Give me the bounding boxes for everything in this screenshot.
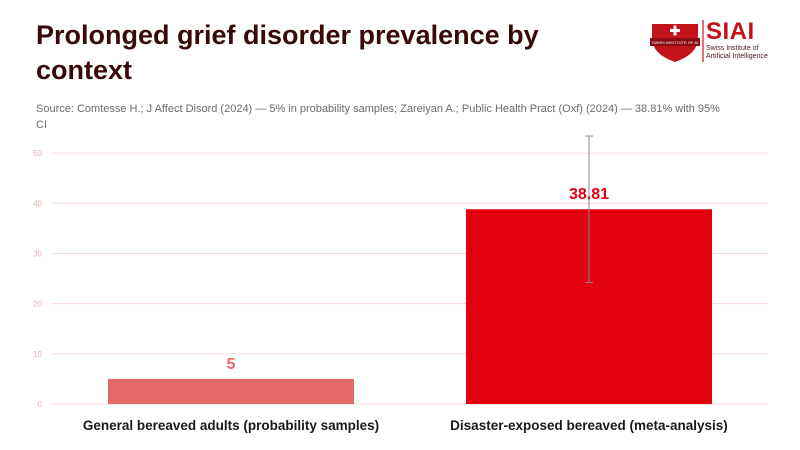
y-tick-label: 50	[33, 149, 42, 158]
bar-value-label: 38.81	[569, 186, 609, 203]
bar	[108, 378, 354, 404]
y-tick-label: 30	[33, 249, 42, 258]
chart-title: Prolonged grief disorder prevalence by c…	[36, 20, 539, 85]
logo-name: SIAI	[706, 18, 755, 45]
bar-value-label: 5	[227, 356, 236, 373]
y-tick-label: 10	[33, 350, 42, 359]
y-tick-label: 40	[33, 199, 42, 208]
logo-subtitle: Swiss Institute of Artificial Intelligen…	[706, 45, 768, 60]
y-tick-label: 0	[38, 400, 43, 409]
chart-source-note: Source: Comtesse H.; J Affect Disord (20…	[36, 103, 720, 131]
siai-logo-shield-icon: SWISS INSTITUTE OF AI	[650, 20, 704, 62]
y-tick-label: 20	[33, 300, 42, 309]
x-category-label: General bereaved adults (probability sam…	[83, 418, 379, 433]
x-category-label: Disaster-exposed bereaved (meta-analysis…	[450, 418, 728, 433]
logo-badge-text: SWISS INSTITUTE OF AI	[652, 40, 698, 45]
